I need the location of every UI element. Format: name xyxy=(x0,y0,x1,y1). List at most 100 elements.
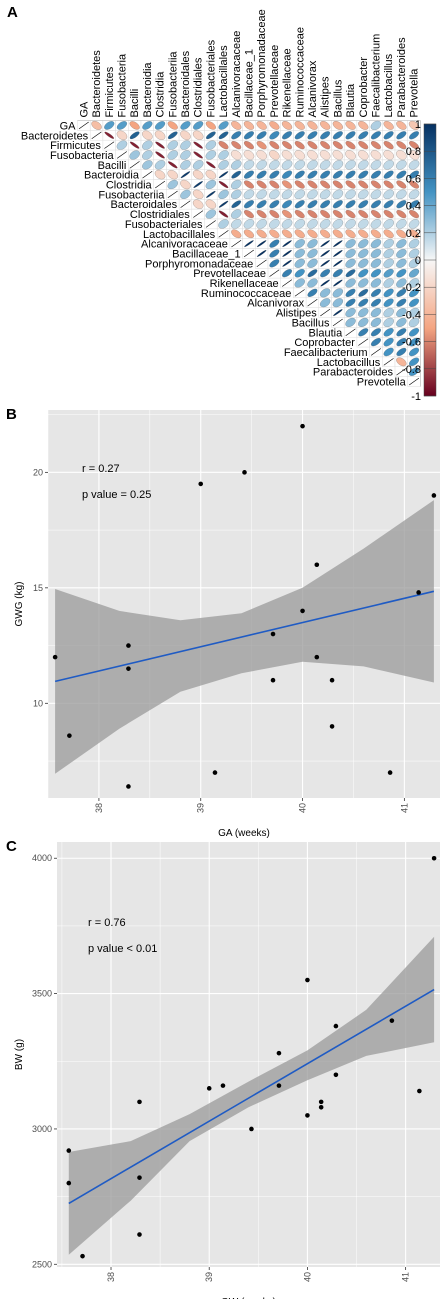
correlation-ellipse xyxy=(281,160,293,170)
diagonal-mark xyxy=(243,249,254,258)
correlation-ellipse xyxy=(294,189,305,200)
colorbar-tick-label: -1 xyxy=(411,391,421,403)
correlation-ellipse xyxy=(383,238,394,249)
correlation-ellipse xyxy=(129,141,140,149)
correlation-ellipse xyxy=(231,189,242,200)
correlation-ellipse xyxy=(383,170,394,179)
correlation-ellipse xyxy=(396,258,407,268)
correlation-ellipse xyxy=(383,258,394,268)
correlation-ellipse xyxy=(256,200,267,209)
correlation-ellipse xyxy=(409,328,420,337)
correlation-ellipse xyxy=(370,258,382,268)
correlation-ellipse xyxy=(218,181,229,189)
correlation-ellipse xyxy=(294,150,305,160)
row-label: Alcanivoracaceae xyxy=(141,239,228,251)
colorbar-tick-label: 1 xyxy=(415,119,421,131)
correlation-ellipse xyxy=(218,171,229,179)
correlation-ellipse xyxy=(116,121,128,130)
correlation-ellipse xyxy=(294,170,305,179)
correlation-ellipse xyxy=(333,309,343,316)
col-label: Lactobacillus xyxy=(383,53,395,117)
correlation-ellipse xyxy=(243,180,254,189)
correlation-ellipse xyxy=(243,189,255,200)
correlation-ellipse xyxy=(294,200,305,209)
gwg-scatter-plot: 38 39 40 41 10 15 20 r = 0.27 p value = 0.25 GA (… xyxy=(14,410,440,839)
correlation-ellipse xyxy=(383,317,394,328)
correlation-ellipse xyxy=(320,170,331,179)
regression-line xyxy=(68,988,435,1205)
correlation-ellipse xyxy=(307,121,318,130)
y-tick-label: 4000 xyxy=(32,853,52,863)
correlation-ellipse xyxy=(154,160,166,170)
correlation-ellipse xyxy=(116,130,128,140)
correlation-ellipse xyxy=(319,160,331,170)
correlation-ellipse xyxy=(320,259,330,267)
correlation-ellipse xyxy=(269,189,280,200)
correlation-ellipse xyxy=(231,141,242,150)
correlation-ellipse xyxy=(307,210,318,219)
correlation-ellipse xyxy=(104,131,115,139)
correlation-ellipse xyxy=(333,259,343,267)
correlation-ellipse xyxy=(358,308,369,318)
data-point xyxy=(333,1072,339,1078)
correlation-ellipse xyxy=(256,240,267,248)
correlation-ellipse xyxy=(307,180,318,189)
correlation-ellipse xyxy=(231,209,242,219)
correlation-ellipse xyxy=(383,180,394,189)
correlation-ellipse xyxy=(396,141,407,150)
correlation-ellipse xyxy=(332,180,343,189)
correlation-ellipse xyxy=(154,170,166,180)
correlation-ellipse xyxy=(396,298,407,307)
correlation-ellipse xyxy=(409,367,420,376)
correlation-ellipse xyxy=(408,248,420,259)
data-point xyxy=(67,733,72,738)
diagonal-mark xyxy=(256,259,267,267)
correlation-ellipse xyxy=(281,229,293,239)
correlation-ellipse xyxy=(396,131,407,140)
correlation-ellipse xyxy=(307,150,318,160)
correlation-ellipse xyxy=(231,121,242,130)
x-tick-label: 38 xyxy=(106,1272,116,1282)
data-point xyxy=(137,1232,142,1237)
diagonal-mark xyxy=(180,200,191,208)
data-point xyxy=(276,1083,282,1088)
correlation-ellipse xyxy=(370,131,381,140)
row-label: Alistipes xyxy=(276,308,317,320)
regression-line xyxy=(54,590,435,683)
correlation-ellipse xyxy=(396,248,407,258)
data-point xyxy=(300,423,305,429)
correlation-ellipse xyxy=(383,288,394,298)
row-label: Lactobacillales xyxy=(143,229,216,241)
correlation-ellipse xyxy=(167,179,178,190)
correlation-ellipse xyxy=(206,190,216,198)
correlation-ellipse xyxy=(243,160,255,170)
data-point xyxy=(387,770,393,775)
correlation-ellipse xyxy=(294,239,305,249)
correlation-ellipse xyxy=(269,229,280,239)
x-tick-label: 39 xyxy=(196,803,206,813)
correlation-ellipse xyxy=(345,210,356,219)
correlation-ellipse xyxy=(358,210,369,219)
correlation-ellipse xyxy=(408,160,420,170)
correlation-ellipse xyxy=(396,229,407,239)
correlation-ellipse xyxy=(345,278,356,288)
correlation-ellipse xyxy=(358,328,369,337)
correlation-ellipse xyxy=(370,120,382,131)
col-label: Porphyromonadaceae xyxy=(256,9,268,117)
correlation-ellipse xyxy=(396,268,407,278)
correlation-ellipse xyxy=(345,189,356,200)
correlation-ellipse xyxy=(256,160,267,170)
data-point xyxy=(318,1104,324,1110)
data-point xyxy=(276,1050,282,1056)
correlation-ellipse xyxy=(383,328,394,337)
x-tick-label: 41 xyxy=(401,1272,411,1282)
correlation-ellipse xyxy=(218,200,229,208)
correlation-ellipse xyxy=(358,141,369,150)
correlation-ellipse xyxy=(294,180,305,189)
correlation-ellipse xyxy=(332,189,344,200)
correlation-ellipse xyxy=(281,150,293,160)
col-label: Bacteroidales xyxy=(180,50,192,117)
correlation-ellipse xyxy=(167,121,178,130)
correlation-ellipse xyxy=(409,200,420,209)
correlation-ellipse xyxy=(244,240,254,248)
